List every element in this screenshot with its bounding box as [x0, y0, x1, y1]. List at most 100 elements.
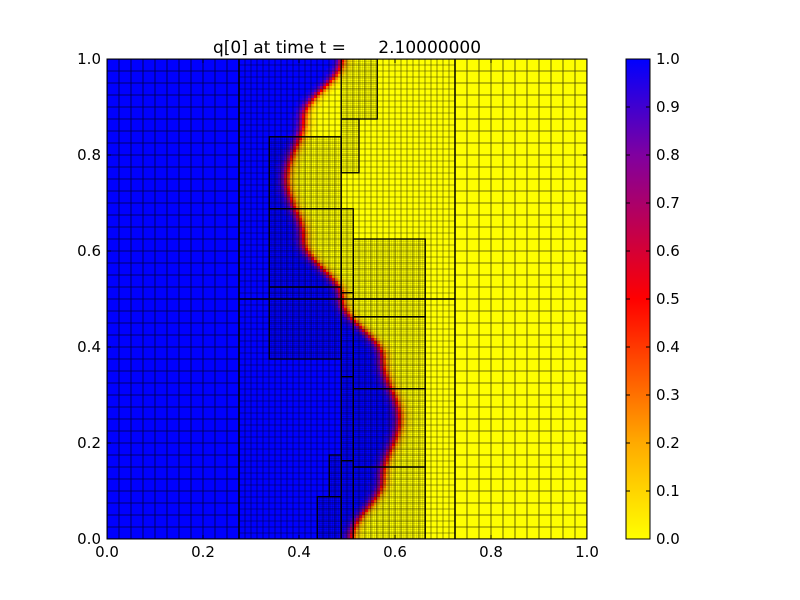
field-cell [386, 500, 587, 504]
field-cell [281, 158, 285, 162]
field-cell [338, 287, 342, 291]
field-cell [311, 248, 315, 252]
field-cell [401, 389, 405, 393]
field-cell [284, 188, 288, 192]
field-cell [410, 398, 587, 402]
amr-patch-19 [316, 496, 342, 539]
field-cell [320, 80, 324, 84]
field-cell [281, 152, 285, 156]
field-cell [317, 245, 587, 249]
field-cell [317, 98, 321, 102]
field-cell [383, 467, 387, 471]
field-cell [293, 137, 297, 141]
field-cell [281, 161, 285, 165]
field-cell [293, 206, 297, 210]
field-cell [353, 290, 587, 294]
field-cell [323, 71, 330, 75]
field-cell [359, 314, 363, 318]
field-cell [332, 296, 336, 300]
field-cell [299, 194, 303, 198]
field-cell [374, 506, 378, 510]
field-cell [317, 269, 321, 273]
field-cell [317, 119, 587, 123]
field-cell [329, 275, 333, 279]
field-cell [398, 374, 587, 378]
field-cell [377, 344, 381, 348]
field-cell [377, 509, 381, 513]
field-cell [383, 350, 387, 354]
field-cell [365, 323, 369, 327]
field-cell [335, 71, 339, 75]
field-cell [356, 320, 360, 324]
field-cell [317, 236, 587, 240]
field-cell [305, 260, 309, 264]
field-cell [359, 521, 363, 525]
field-cell [365, 332, 369, 336]
colorbar: 0.00.10.20.30.40.50.60.70.80.91.0 [625, 50, 680, 548]
field-cell [377, 347, 381, 351]
field-cell [308, 92, 312, 96]
field-cell [308, 206, 587, 210]
field-cell [347, 287, 351, 291]
field-cell [317, 107, 321, 111]
field-cell [401, 413, 405, 417]
field-cell [290, 143, 294, 147]
field-cell [317, 227, 587, 231]
field-cell [308, 128, 312, 132]
field-cell [368, 329, 372, 333]
field-cell [404, 413, 408, 417]
field-cell [371, 362, 375, 366]
field-cell [374, 509, 378, 513]
field-cell [350, 524, 354, 528]
field-cell [386, 491, 390, 495]
field-cell [296, 176, 300, 180]
field-cell [386, 440, 390, 444]
field-cell [314, 257, 318, 261]
field-cell [290, 161, 294, 165]
field-cell [389, 395, 393, 399]
field-cell [404, 425, 408, 429]
field-cell [293, 212, 297, 216]
field-cell [347, 284, 351, 288]
field-cell [401, 428, 405, 432]
field-cell [401, 443, 405, 447]
field-cell [386, 356, 390, 360]
field-cell [305, 200, 587, 204]
field-cell [290, 116, 294, 120]
field-cell [398, 404, 402, 408]
field-cell [353, 305, 357, 309]
field-cell [383, 371, 387, 375]
field-cell [308, 239, 312, 243]
field-cell [404, 383, 587, 387]
field-cell [308, 146, 587, 150]
field-cell [296, 206, 300, 210]
field-cell [296, 227, 300, 231]
field-cell [368, 335, 372, 339]
field-cell [395, 419, 399, 423]
field-cell [392, 353, 396, 357]
field-cell [383, 440, 387, 444]
field-cell [311, 89, 315, 93]
field-cell [296, 215, 300, 219]
field-cell [377, 359, 381, 363]
field-cell [401, 422, 405, 426]
field-cell [347, 515, 354, 519]
field-cell [407, 392, 587, 396]
field-cell [389, 419, 393, 423]
field-cell [311, 269, 315, 273]
field-cell [311, 125, 315, 129]
field-cell [398, 431, 402, 435]
field-cell [374, 461, 378, 465]
grid-lines [353, 299, 426, 317]
field-cell [353, 317, 357, 321]
field-cell [293, 161, 297, 165]
field-cell [392, 413, 396, 417]
field-cell [380, 362, 384, 366]
field-cell [305, 128, 309, 132]
field-cell [329, 80, 333, 84]
field-cell [302, 116, 306, 120]
field-cell [302, 107, 306, 111]
field-cell [398, 413, 402, 417]
field-cell [404, 416, 408, 420]
field-cell [335, 311, 339, 315]
